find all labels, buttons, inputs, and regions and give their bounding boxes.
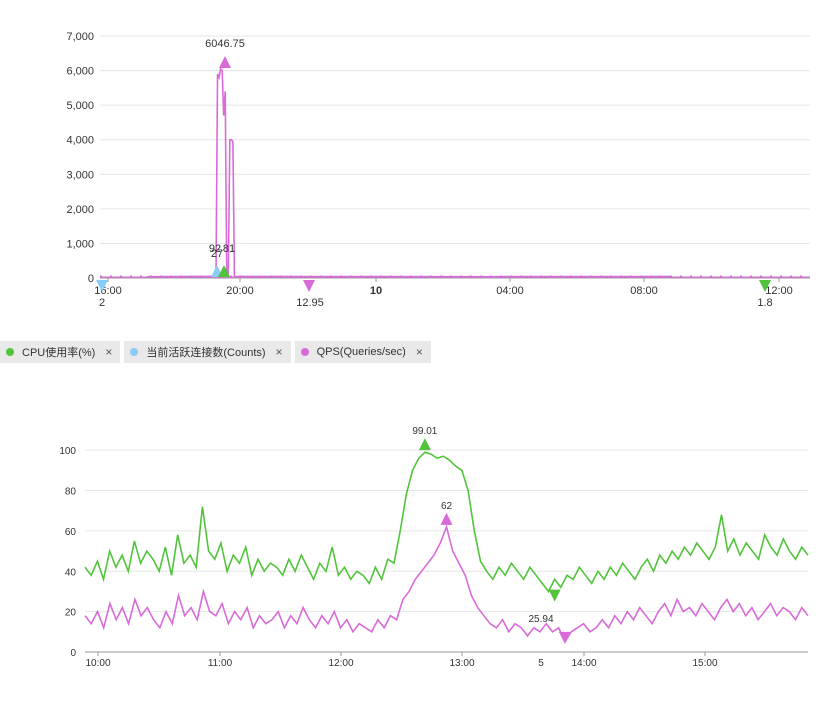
y-tick-label: 80 <box>65 487 77 498</box>
cpu-min-label: 1.8 <box>757 297 772 309</box>
legend-item-qps[interactable]: QPS(Queries/sec) × <box>294 341 431 363</box>
x-tick-label: 10:00 <box>85 658 110 669</box>
qps-min-marker <box>303 280 315 292</box>
connections-min-label: 2 <box>99 297 105 309</box>
qps-min-label: 5 <box>538 658 544 669</box>
close-icon[interactable]: × <box>275 345 283 359</box>
qps-series-line <box>84 524 809 644</box>
connections-legend-dot-icon <box>130 348 139 356</box>
top-monitor-chart: 0 1,000 2,000 3,000 4,000 5,000 6,000 7,000 16:0… <box>66 31 810 309</box>
y-tick-label: 7,000 <box>66 31 94 43</box>
x-tick-label: 04:00 <box>496 285 524 297</box>
close-icon[interactable]: × <box>415 345 423 359</box>
x-tick-label: 14:00 <box>571 658 596 669</box>
qps-max-label: 6046.75 <box>205 38 245 50</box>
y-tick-label: 3,000 <box>66 169 94 181</box>
x-tick-label: 12:00 <box>765 285 793 297</box>
cpu-max-marker <box>418 438 431 451</box>
cpu-series-line <box>84 451 809 594</box>
legend-label-cpu: CPU使用率(%) <box>22 347 96 359</box>
cpu-max-label: 99.01 <box>412 426 437 437</box>
qps-max-marker <box>219 56 231 68</box>
close-icon[interactable]: × <box>105 345 113 359</box>
legend: CPU使用率(%) × 当前活跃连接数(Counts) × QPS(Querie… <box>0 341 431 363</box>
y-tick-label: 5,000 <box>66 100 94 112</box>
x-tick-label: 13:00 <box>449 658 474 669</box>
x-tick-label: 15:00 <box>692 658 717 669</box>
legend-item-cpu[interactable]: CPU使用率(%) × <box>0 341 121 363</box>
y-tick-label: 2,000 <box>66 204 94 216</box>
y-tick-label: 1,000 <box>66 238 94 250</box>
legend-label-connections: 当前活跃连接数(Counts) <box>146 347 266 359</box>
y-tick-label: 4,000 <box>66 135 94 147</box>
y-tick-label: 0 <box>70 648 76 659</box>
x-tick-label: 11:00 <box>208 658 233 669</box>
qps-min-label: 12.95 <box>296 297 324 309</box>
qps-min-marker <box>558 631 571 644</box>
connections-min-marker <box>96 280 108 292</box>
cpu-max-marker <box>218 265 230 277</box>
connections-max-label: 27 <box>211 248 223 260</box>
cpu-min-marker <box>548 589 561 602</box>
y-tick-label: 100 <box>59 446 76 457</box>
qps-extra-label: 81 <box>223 243 235 255</box>
cpu-min-label: 25.94 <box>528 614 553 625</box>
cpu-legend-dot-icon <box>6 348 14 356</box>
y-tick-label: 20 <box>65 608 77 619</box>
cpu-max-label: 92 <box>209 243 221 255</box>
x-tick-label: 08:00 <box>630 285 658 297</box>
x-tick-label: 20:00 <box>226 285 254 297</box>
legend-item-connections[interactable]: 当前活跃连接数(Counts) × <box>124 341 291 363</box>
x-tick-label: 12:00 <box>328 658 353 669</box>
qps-legend-dot-icon <box>300 348 309 356</box>
y-tick-label: 40 <box>65 567 77 578</box>
x-tick-label: 16:00 <box>94 285 122 297</box>
qps-max-marker <box>440 512 453 525</box>
y-tick-label: 6,000 <box>66 66 94 78</box>
y-tick-label: 0 <box>88 273 94 285</box>
x-tick-label: 10 <box>370 285 382 297</box>
bottom-monitor-chart: 0 20 40 60 80 100 10:00 11:00 12:00 13:00 14:00 15:… <box>59 426 809 669</box>
cpu-min-marker <box>759 280 771 292</box>
y-tick-label: 60 <box>65 527 77 538</box>
legend-label-qps: QPS(Queries/sec) <box>316 346 406 358</box>
qps-max-label: 62 <box>441 501 453 512</box>
